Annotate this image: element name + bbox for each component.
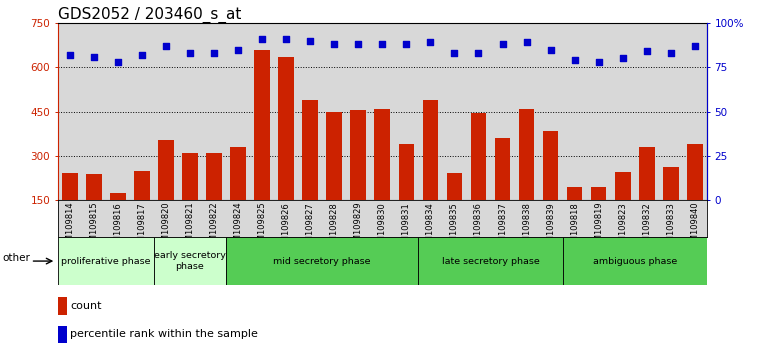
Text: GSM109820: GSM109820 — [162, 202, 170, 252]
Bar — [303, 100, 318, 244]
Bar — [543, 131, 558, 244]
Bar — [567, 187, 582, 244]
Point — [136, 52, 148, 58]
Point — [472, 50, 484, 56]
Point — [328, 41, 340, 47]
Text: GSM109832: GSM109832 — [642, 202, 651, 253]
Point — [497, 41, 509, 47]
Text: GSM109829: GSM109829 — [353, 202, 363, 252]
Text: GSM109823: GSM109823 — [618, 202, 628, 253]
Text: GSM109839: GSM109839 — [546, 202, 555, 253]
Bar — [418, 237, 563, 285]
Bar — [278, 57, 294, 244]
Bar — [615, 172, 631, 244]
Text: mid secretory phase: mid secretory phase — [273, 257, 371, 266]
Text: GSM109827: GSM109827 — [306, 202, 315, 253]
Text: GSM109821: GSM109821 — [186, 202, 195, 252]
Text: GSM109836: GSM109836 — [474, 202, 483, 253]
Text: GSM109828: GSM109828 — [330, 202, 339, 253]
Point — [208, 50, 220, 56]
Text: ambiguous phase: ambiguous phase — [593, 257, 677, 266]
Bar — [254, 50, 270, 244]
Text: GSM109837: GSM109837 — [498, 202, 507, 253]
Point — [88, 54, 100, 59]
Point — [304, 38, 316, 44]
Bar — [158, 139, 174, 244]
Text: GSM109840: GSM109840 — [691, 202, 699, 252]
Text: GSM109838: GSM109838 — [522, 202, 531, 253]
Point — [568, 57, 581, 63]
Point — [376, 41, 388, 47]
Text: GSM109816: GSM109816 — [113, 202, 122, 253]
Text: GSM109817: GSM109817 — [137, 202, 146, 253]
Text: GSM109835: GSM109835 — [450, 202, 459, 253]
Point — [544, 47, 557, 52]
Point — [448, 50, 460, 56]
Bar — [663, 167, 678, 244]
Point — [159, 43, 172, 49]
Text: GSM109830: GSM109830 — [378, 202, 387, 253]
Bar — [399, 144, 414, 244]
Bar — [470, 113, 487, 244]
Point — [641, 48, 653, 54]
Text: proliferative phase: proliferative phase — [61, 257, 151, 266]
Bar — [494, 138, 511, 244]
Bar — [58, 297, 67, 315]
Point — [424, 40, 437, 45]
Point — [256, 36, 268, 42]
Text: count: count — [71, 301, 102, 311]
Text: late secretory phase: late secretory phase — [442, 257, 539, 266]
Bar — [58, 326, 67, 343]
Point — [64, 52, 76, 58]
Point — [593, 59, 605, 65]
Point — [280, 36, 293, 42]
Point — [184, 50, 196, 56]
Point — [400, 41, 413, 47]
Point — [521, 40, 533, 45]
Bar — [423, 100, 438, 244]
Bar — [639, 147, 654, 244]
Bar — [62, 173, 78, 244]
Text: GDS2052 / 203460_s_at: GDS2052 / 203460_s_at — [58, 7, 241, 23]
Bar — [206, 153, 222, 244]
Bar — [110, 193, 126, 244]
Bar — [58, 237, 154, 285]
Point — [352, 41, 364, 47]
Point — [617, 56, 629, 61]
Text: GSM109825: GSM109825 — [258, 202, 266, 252]
Text: GSM109815: GSM109815 — [89, 202, 99, 252]
Bar — [591, 187, 607, 244]
Text: early secretory
phase: early secretory phase — [154, 251, 226, 271]
Bar — [230, 148, 246, 244]
Text: GSM109819: GSM109819 — [594, 202, 603, 252]
Text: percentile rank within the sample: percentile rank within the sample — [71, 329, 258, 339]
Text: GSM109833: GSM109833 — [666, 202, 675, 253]
Point — [688, 43, 701, 49]
Bar — [326, 112, 342, 244]
Bar — [182, 153, 198, 244]
Bar — [687, 144, 703, 244]
Bar — [134, 171, 149, 244]
Text: GSM109824: GSM109824 — [233, 202, 243, 252]
Bar — [447, 173, 462, 244]
Text: other: other — [2, 252, 30, 263]
Text: GSM109826: GSM109826 — [282, 202, 290, 253]
Text: GSM109834: GSM109834 — [426, 202, 435, 253]
Bar — [154, 237, 226, 285]
Point — [232, 47, 244, 52]
Bar — [226, 237, 418, 285]
Text: GSM109818: GSM109818 — [570, 202, 579, 253]
Bar — [86, 174, 102, 244]
Point — [112, 59, 124, 65]
Bar — [350, 110, 366, 244]
Bar — [563, 237, 707, 285]
Text: GSM109831: GSM109831 — [402, 202, 411, 253]
Bar — [519, 109, 534, 244]
Point — [665, 50, 677, 56]
Text: GSM109822: GSM109822 — [209, 202, 219, 252]
Bar — [374, 109, 390, 244]
Text: GSM109814: GSM109814 — [65, 202, 74, 252]
